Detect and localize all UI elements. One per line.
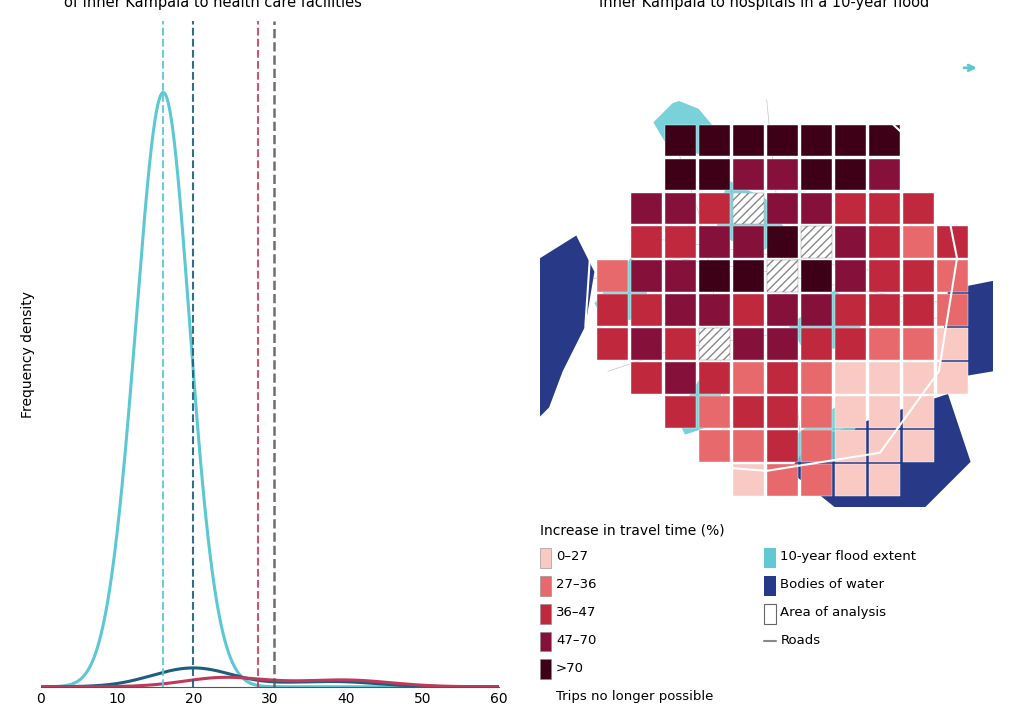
Text: a. Mean travel times from locations in all
of Inner Kampala to health care facil: a. Mean travel times from locations in a…	[63, 0, 364, 11]
Bar	[540, 659, 552, 680]
Text: 0–27: 0–27	[556, 551, 588, 564]
Bar	[764, 548, 776, 568]
Text: Area of analysis: Area of analysis	[780, 606, 887, 620]
Y-axis label: Frequency density: Frequency density	[22, 290, 36, 418]
Text: 27–36: 27–36	[556, 578, 597, 591]
Text: Increase in travel time (%): Increase in travel time (%)	[540, 524, 725, 537]
Title: b. Increases in travel times from locations across
Inner Kampala to hospitals in: b. Increases in travel times from locati…	[585, 0, 944, 11]
Bar	[540, 603, 552, 624]
Text: 47–70: 47–70	[556, 634, 596, 647]
Bar	[764, 576, 776, 595]
Text: Trips no longer possible: Trips no longer possible	[556, 690, 714, 703]
Text: 36–47: 36–47	[556, 606, 596, 620]
Bar	[540, 632, 552, 651]
Text: Roads: Roads	[780, 634, 820, 647]
Text: 10-year flood extent: 10-year flood extent	[780, 551, 916, 564]
Bar	[540, 548, 552, 568]
Bar	[764, 603, 776, 624]
Bar	[540, 576, 552, 595]
Bar	[540, 687, 552, 707]
Text: >70: >70	[556, 662, 584, 675]
Text: Bodies of water: Bodies of water	[780, 578, 885, 591]
